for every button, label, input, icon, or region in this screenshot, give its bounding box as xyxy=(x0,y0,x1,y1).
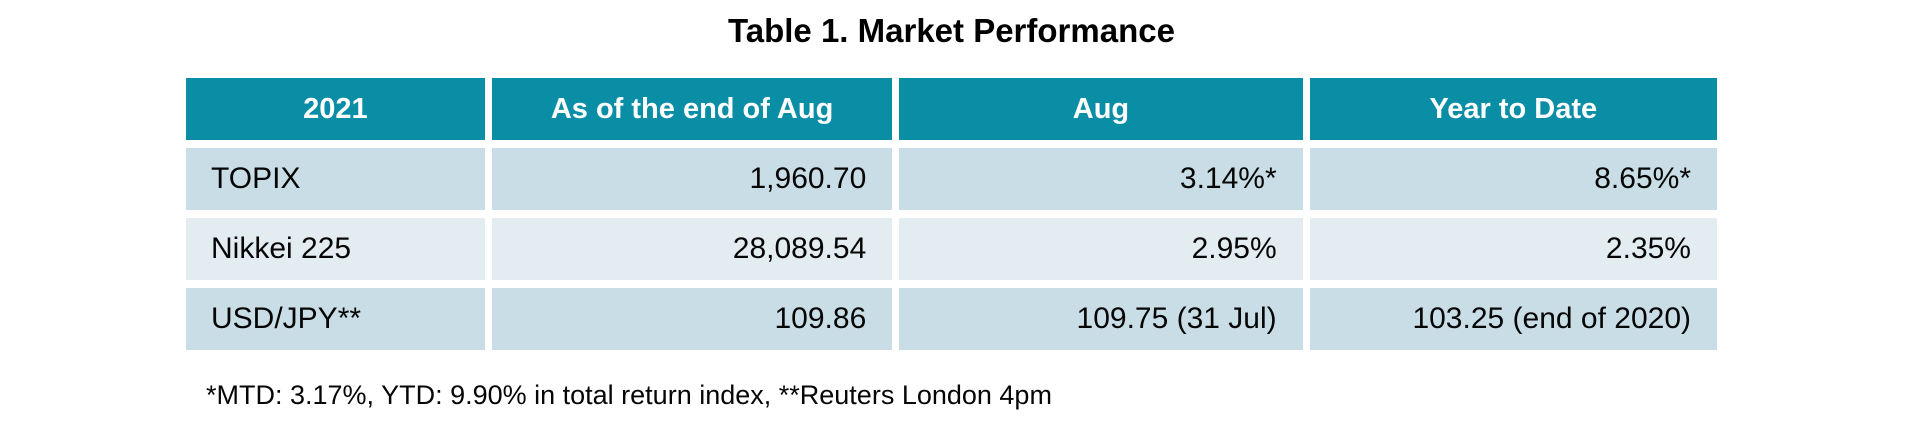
cell-topix-label: TOPIX xyxy=(186,148,485,210)
cell-usdjpy-label: USD/JPY** xyxy=(186,288,485,350)
table-title: Table 1. Market Performance xyxy=(728,12,1175,49)
header-cell-aug: Aug xyxy=(899,78,1303,140)
cell-nikkei-aug-return: 2.95% xyxy=(899,218,1303,280)
cell-topix-ytd-return: 8.65%* xyxy=(1309,148,1717,210)
footnote: *MTD: 3.17%, YTD: 9.90% in total return … xyxy=(206,380,1052,410)
cell-topix-end-of-aug: 1,960.70 xyxy=(491,148,893,210)
cell-usdjpy-aug-value: 109.75 (31 Jul) xyxy=(899,288,1303,350)
cell-topix-aug-return: 3.14%* xyxy=(899,148,1303,210)
cell-nikkei-ytd-return: 2.35% xyxy=(1309,218,1717,280)
header-cell-year: 2021 xyxy=(186,78,485,140)
header-cell-year-to-date: Year to Date xyxy=(1309,78,1717,140)
table-figure: Table 1. Market Performance 2021 As of t… xyxy=(186,0,1717,411)
cell-nikkei-end-of-aug: 28,089.54 xyxy=(491,218,893,280)
cell-nikkei-label: Nikkei 225 xyxy=(186,218,485,280)
market-performance-table: 2021 As of the end of Aug Aug Year to Da… xyxy=(186,78,1717,350)
cell-usdjpy-ytd-value: 103.25 (end of 2020) xyxy=(1309,288,1717,350)
cell-usdjpy-end-of-aug: 109.86 xyxy=(491,288,893,350)
header-cell-as-of-end-of-aug: As of the end of Aug xyxy=(491,78,893,140)
